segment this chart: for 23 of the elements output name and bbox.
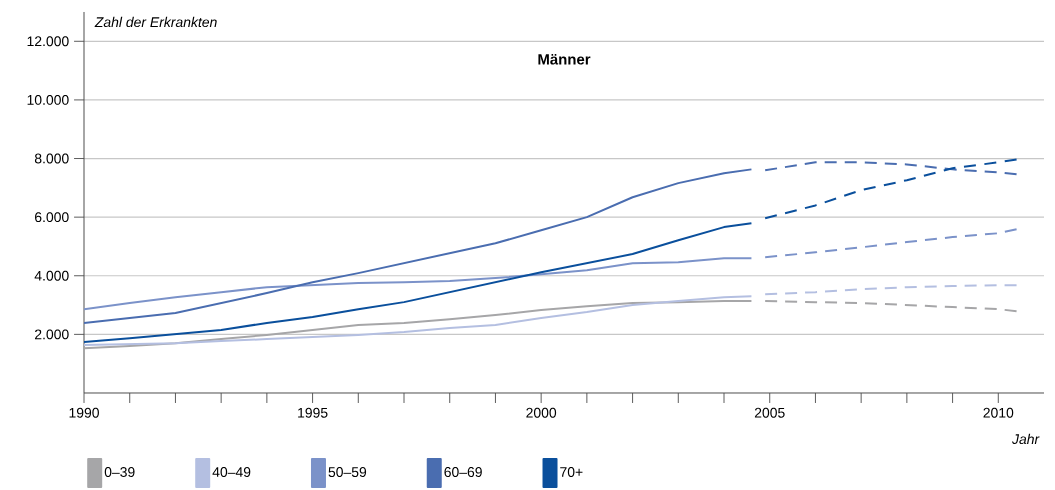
y-tick-label: 6.000 [35, 212, 69, 223]
line-series [764, 284, 1018, 296]
x-tick-label: 1990 [69, 407, 99, 418]
legend-label: 60–69 [444, 467, 482, 477]
y-tick-label: 12.000 [27, 36, 69, 47]
text: Männer [538, 54, 591, 65]
y-tick-label: 2.000 [35, 329, 69, 340]
y-axis-title: Zahl der Erkrankten [94, 16, 217, 28]
legend-label: 50–59 [328, 467, 367, 477]
y-tick-label: 10.000 [27, 94, 69, 105]
legend-label: 0–39 [104, 467, 135, 477]
x-tick-label: 2005 [754, 407, 785, 418]
line-series [764, 161, 1018, 176]
x-tick-label: 1995 [298, 407, 328, 418]
x-axis-title: Jahr [1012, 433, 1040, 445]
x-tick-label: 2010 [983, 407, 1014, 418]
x-tick-label: 2000 [526, 407, 557, 418]
legend-label: 70+ [560, 467, 583, 477]
legend-label: 40–49 [212, 467, 251, 477]
line-series [764, 228, 1018, 259]
y-tick-label: 4.000 [34, 270, 69, 281]
y-tick-label: 8.000 [34, 153, 69, 164]
line-series [764, 158, 1018, 220]
